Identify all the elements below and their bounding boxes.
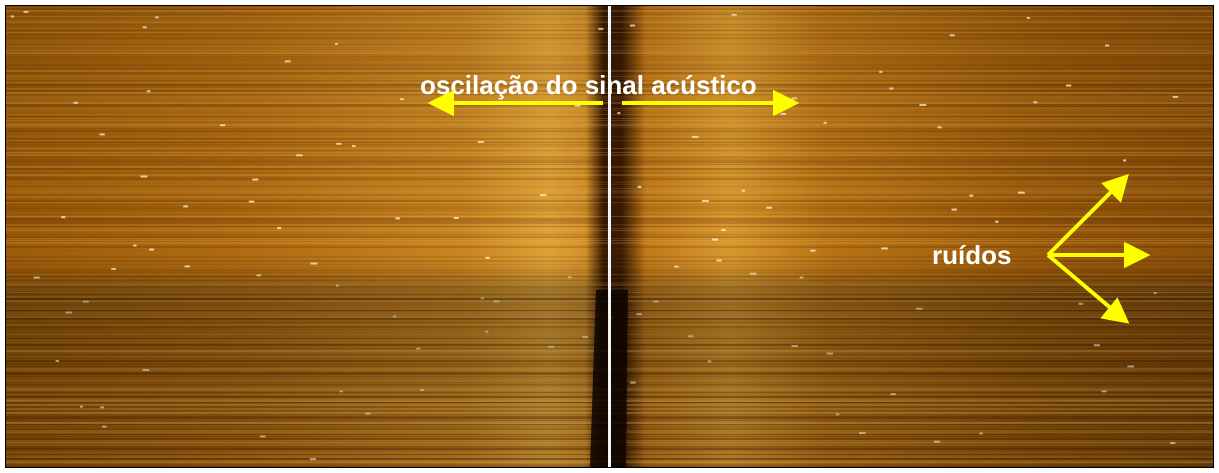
oscillation-label: oscilação do sinal acústico bbox=[420, 70, 757, 100]
sonar-image: oscilação do sinal acústico ruídos bbox=[0, 0, 1219, 473]
noise-label: ruídos bbox=[932, 240, 1011, 270]
page: oscilação do sinal acústico ruídos (() =… bbox=[0, 0, 1219, 473]
